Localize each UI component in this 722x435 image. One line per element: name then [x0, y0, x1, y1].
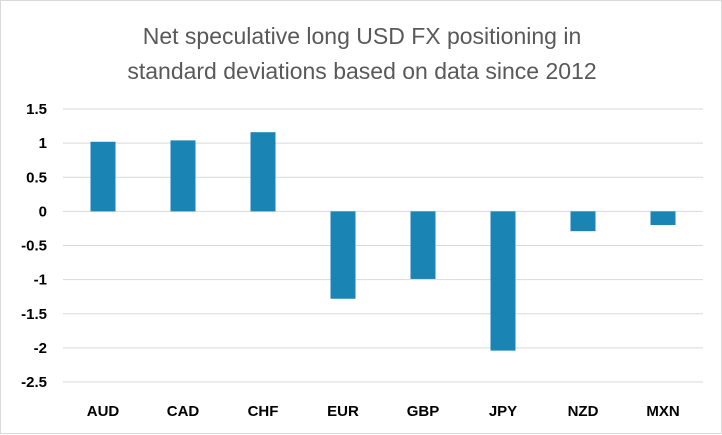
y-tick-label: -0.5: [21, 238, 47, 255]
y-tick-label: 1: [39, 135, 47, 152]
y-tick-label: -1: [34, 272, 47, 289]
y-tick-label: -1.5: [21, 306, 47, 323]
gridlines: [63, 108, 703, 383]
x-tick-label-nzd: NZD: [568, 403, 599, 420]
x-axis-tick-labels: AUD CAD CHF EUR GBP JPY NZD MXN: [87, 403, 680, 420]
y-tick-label: 0: [39, 203, 47, 220]
bar-cad: [170, 140, 196, 212]
x-tick-label-jpy: JPY: [489, 403, 517, 420]
bar-chf: [250, 132, 276, 212]
y-tick-label: -2: [34, 340, 47, 357]
x-tick-label-aud: AUD: [87, 403, 120, 420]
chart-title-line-1: Net speculative long USD FX positioning …: [143, 23, 582, 49]
x-tick-label-chf: CHF: [248, 403, 279, 420]
chart-title-line-2: standard deviations based on data since …: [127, 58, 596, 84]
x-tick-label-mxn: MXN: [646, 403, 679, 420]
bars: [90, 132, 676, 351]
x-tick-label-gbp: GBP: [407, 403, 440, 420]
y-axis-tick-labels: 1.5 1 0.5 0 -0.5 -1 -1.5 -2 -2.5: [21, 101, 47, 391]
bar-gbp: [410, 211, 436, 279]
y-tick-label: 0.5: [26, 169, 47, 186]
x-tick-label-eur: EUR: [327, 403, 359, 420]
x-tick-label-cad: CAD: [167, 403, 200, 420]
bar-aud: [90, 141, 116, 212]
y-tick-label: -2.5: [21, 374, 47, 391]
bar-jpy: [490, 211, 516, 351]
bar-eur: [330, 211, 356, 299]
bar-mxn: [650, 211, 676, 226]
y-tick-label: 1.5: [26, 101, 47, 118]
bar-nzd: [570, 211, 596, 232]
